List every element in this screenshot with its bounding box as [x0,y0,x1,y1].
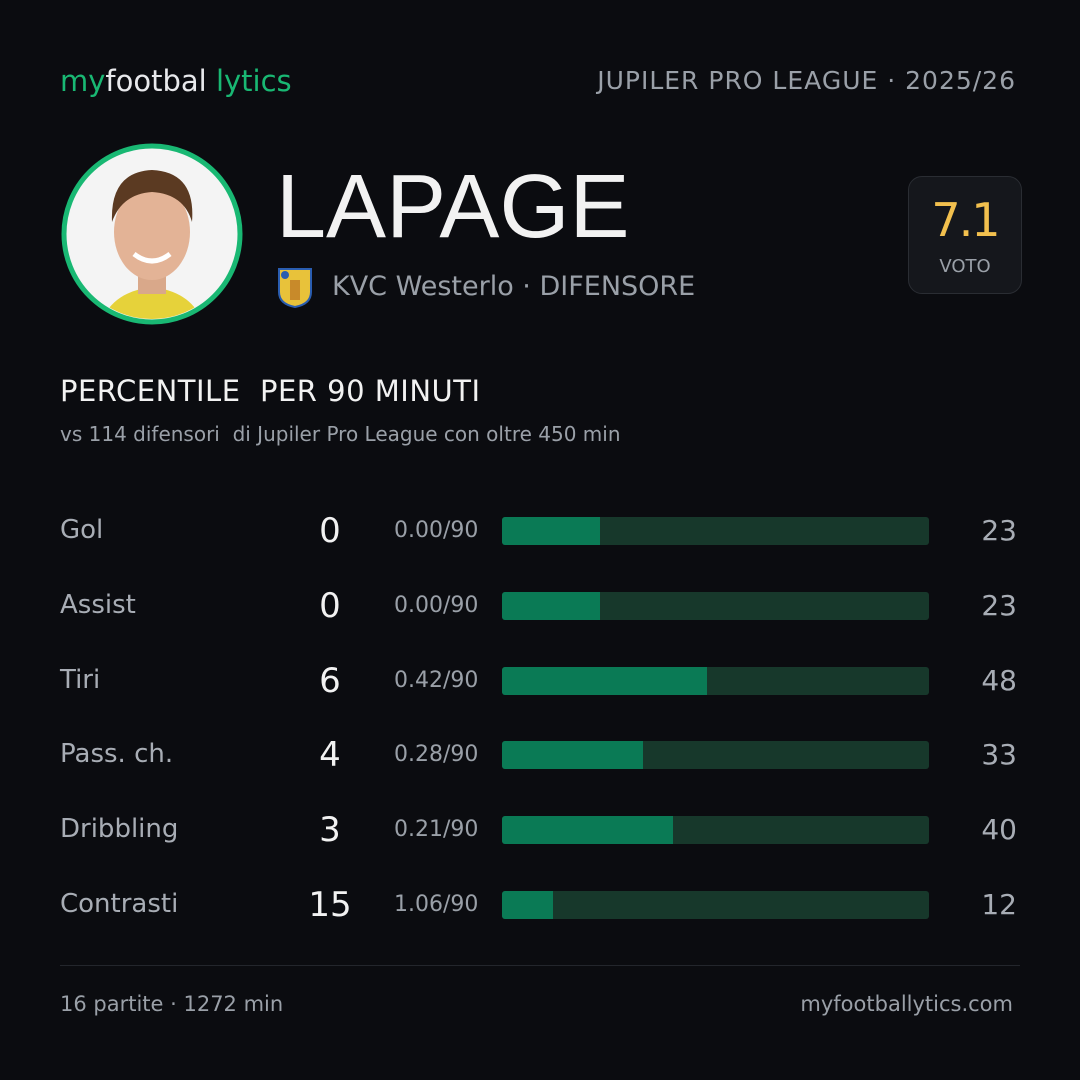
percentile-track [502,741,929,770]
stat-total: 6 [319,660,341,701]
footer-stats: 16 partite · 1272 min [60,992,284,1016]
stat-per90: 0.28/90 [394,742,479,768]
percentile-track [502,517,929,545]
stat-label: Contrasti [60,889,179,919]
player-name: LAPAGE [276,157,630,257]
logo-part: my [60,64,106,98]
stat-per90: 0.21/90 [394,817,479,843]
stat-per90: 1.06/90 [394,892,479,917]
stat-label: Assist [60,589,136,620]
logo: myfootbal lytics [60,64,292,98]
percentile-track [502,591,929,620]
stat-label: Pass. ch. [60,739,174,770]
percentile-bar [502,666,707,695]
percentile-bar [502,741,643,770]
club-crest [278,268,312,308]
percentile-value: 23 [981,588,1017,622]
stat-label: Gol [60,515,104,545]
percentile-track [502,816,929,845]
section-subtitle: vs 114 difensori di Jupiler Pro League c… [60,422,621,446]
divider [60,965,1020,966]
stat-total: 0 [319,585,341,626]
percentile-value: 33 [981,738,1017,772]
percentile-value: 48 [981,663,1017,697]
percentile-track [502,666,929,695]
stat-total: 0 [319,511,341,551]
footer-site: myfootballytics.com [800,992,1013,1016]
percentile-bar [502,517,601,545]
section-title: PERCENTILE PER 90 MINUTI [60,374,481,408]
stat-total: 4 [319,735,341,776]
percentile-value: 12 [981,888,1017,921]
stat-label: Dribbling [60,814,179,845]
stat-per90: 0.42/90 [394,667,479,693]
stat-per90: 0.00/90 [394,592,479,618]
percentile-bar [502,591,601,620]
percentile-track [502,891,929,919]
player-photo [61,143,243,325]
team-position: KVC Westerlo · DIFENSORE [332,271,696,302]
stat-total: 15 [308,885,352,925]
league: JUPILER PRO LEAGUE · 2025/26 [597,66,1016,95]
rating: 7.1 [931,193,1000,247]
percentile-value: 40 [981,813,1017,847]
logo-part: lytics [215,64,292,98]
percentile-bar [502,816,673,845]
rating-box: 7.1 VOTO [908,176,1022,294]
percentile-value: 23 [981,514,1017,547]
stat-per90: 0.00/90 [394,518,479,543]
percentile-bar [502,891,554,919]
stat-label: Tiri [60,664,101,695]
stat-total: 3 [319,810,341,851]
logo-part: footbal [105,64,207,98]
rating-label: VOTO [939,256,991,277]
